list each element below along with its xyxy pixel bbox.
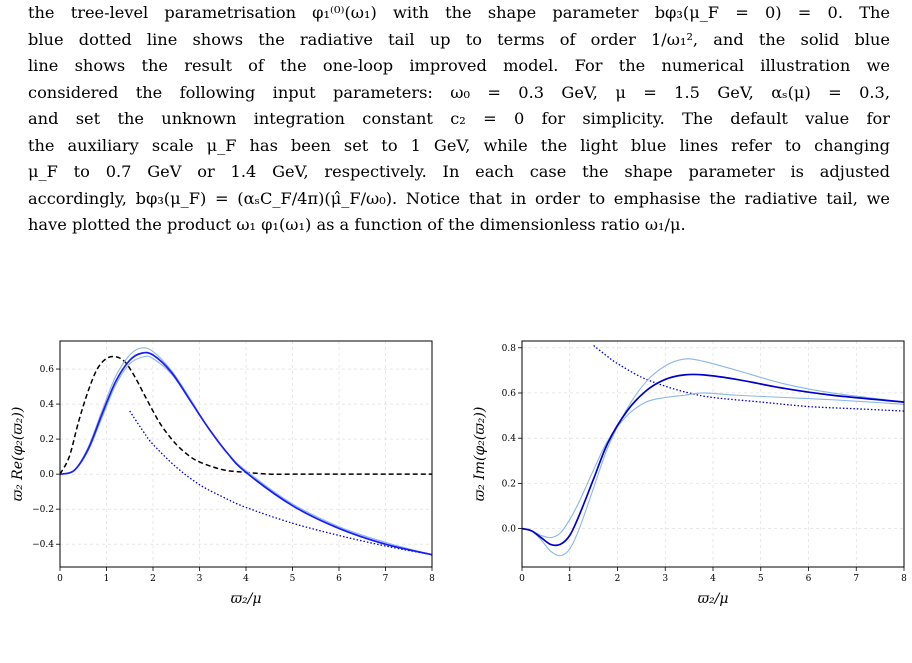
y-tick-label: −0.2 xyxy=(32,505,54,515)
caption-line: considered the following input parameter… xyxy=(28,82,890,102)
y-tick-label: 0.2 xyxy=(502,479,516,489)
x-tick-label: 3 xyxy=(662,574,668,584)
x-tick-label: 3 xyxy=(197,574,203,584)
dashed-series-line xyxy=(59,355,432,476)
y-axis-label: ϖ₂ Re(φ₂(ϖ₂)) xyxy=(10,407,26,502)
x-tick-label: 1 xyxy=(104,574,110,584)
x-tick-label: 1 xyxy=(567,574,573,584)
caption-line: and set the unknown integration constant… xyxy=(28,109,890,128)
x-tick-label: 8 xyxy=(901,574,907,584)
x-tick-label: 4 xyxy=(243,574,249,584)
x-tick-label: 5 xyxy=(290,574,296,584)
solid-series-line xyxy=(521,373,905,547)
y-tick-label: 0.4 xyxy=(40,400,55,410)
solid-series-line xyxy=(59,351,433,556)
x-tick-label: 0 xyxy=(519,574,525,584)
caption-line: accordingly, bφ₃(μ_F) = (αₛC_F/4π)(μ̂_F/… xyxy=(28,188,890,208)
y-tick-label: 0.2 xyxy=(40,435,54,445)
x-tick-label: 8 xyxy=(429,574,435,584)
x-tick-label: 7 xyxy=(383,574,389,584)
x-axis-label: ϖ₂/μ xyxy=(231,591,262,607)
solid-series-line xyxy=(521,392,905,539)
x-tick-label: 2 xyxy=(615,574,621,584)
x-axis-label: ϖ₂/μ xyxy=(698,591,729,607)
caption-line: μ_F to 0.7 GeV or 1.4 GeV, respectively.… xyxy=(28,162,890,181)
caption-line: have plotted the product ω₁ φ₁(ω₁) as a … xyxy=(28,215,686,234)
y-tick-label: 0.6 xyxy=(502,389,517,399)
caption-paragraph: the tree-level parametrisation φ₁⁽⁰⁾(ω₁)… xyxy=(28,0,890,239)
y-tick-label: 0.8 xyxy=(502,344,517,354)
x-tick-label: 0 xyxy=(57,574,63,584)
y-tick-label: −0.4 xyxy=(32,540,54,550)
x-tick-label: 6 xyxy=(336,574,342,584)
caption-line: the auxiliary scale μ_F has been set to … xyxy=(28,135,890,155)
solid-series-line xyxy=(59,355,433,556)
dotted-series-line xyxy=(593,345,905,412)
caption-line: line shows the result of the one-loop im… xyxy=(28,56,890,75)
x-tick-label: 6 xyxy=(806,574,812,584)
x-tick-label: 2 xyxy=(150,574,156,584)
x-tick-label: 7 xyxy=(853,574,859,584)
y-tick-label: 0.0 xyxy=(502,525,517,535)
re-part-chart: 0 1 2 3 4 5 6 7 8 −0.4 −0.2 0.0 0.2 0.4 0.6 ϖ₂/μ ϖ₂ Re(φ… xyxy=(10,340,435,607)
x-tick-label: 5 xyxy=(758,574,764,584)
y-tick-label: 0.6 xyxy=(40,365,55,375)
dotted-series-line xyxy=(129,410,433,556)
y-axis-label: ϖ₂ Im(φ₂(ϖ₂)) xyxy=(472,407,488,502)
y-tick-label: 0.4 xyxy=(502,434,517,444)
caption-line: blue dotted line shows the radiative tai… xyxy=(28,29,890,49)
x-tick-label: 4 xyxy=(710,574,716,584)
im-part-chart: 0 1 2 3 4 5 6 7 8 0.0 0.2 0.4 0.6 0.8 ϖ₂/μ ϖ₂ Im(φ₂(ϖ₂)… xyxy=(472,340,907,607)
caption-line: the tree-level parametrisation φ₁⁽⁰⁾(ω₁)… xyxy=(28,3,890,22)
y-tick-label: 0.0 xyxy=(40,470,55,480)
